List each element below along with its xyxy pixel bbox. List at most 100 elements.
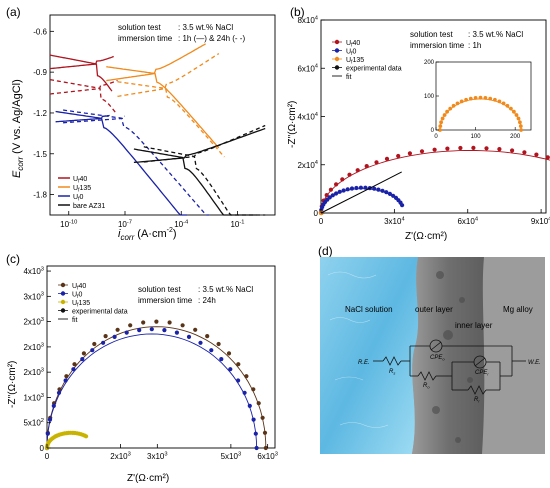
data-point	[522, 150, 527, 155]
data-point	[115, 327, 120, 332]
data-point	[244, 374, 249, 379]
polarization-curve-4	[55, 110, 187, 216]
legend-label: Uf135	[72, 300, 90, 309]
data-point	[387, 191, 392, 196]
data-point	[219, 357, 224, 362]
panel-a-y-tick-label: -1.8	[33, 191, 47, 200]
data-point	[162, 328, 167, 333]
legend-label: experimental data	[72, 309, 128, 316]
data-point	[432, 147, 437, 152]
data-point	[483, 96, 488, 100]
data-point	[519, 128, 523, 132]
panel-b-info-key-1: solution test	[410, 30, 453, 39]
data-point	[516, 116, 521, 121]
data-point	[251, 417, 256, 422]
panel-b-x-ticks: 0 3x104 6x104 9x104	[319, 209, 550, 226]
panel-a-y-tick-label: -0.6	[33, 27, 47, 36]
panel-a-x-tick-label: 10-1	[230, 219, 244, 229]
panel-b-x-tick-label: 6x104	[457, 216, 478, 226]
polarization-curve-0	[49, 54, 114, 92]
circuit-ro-label: Ro	[423, 383, 430, 390]
legend-swatch	[60, 299, 66, 305]
panel-b-label: (b)	[290, 5, 305, 19]
data-point	[103, 334, 108, 339]
panel-c-x-tick-label: 0	[45, 452, 50, 461]
data-point	[209, 348, 214, 353]
data-point	[501, 101, 506, 106]
data-point	[81, 351, 86, 356]
data-point	[72, 362, 77, 367]
data-point	[400, 203, 405, 208]
data-point	[236, 378, 241, 383]
data-point	[334, 191, 339, 196]
panel-c-y-tick-label: 2x103	[23, 368, 44, 378]
data-point	[330, 193, 335, 198]
data-point	[128, 323, 133, 328]
panel-c-y-tick-label: 2x103	[23, 342, 44, 352]
circuit-ri-label: Ri	[474, 397, 479, 404]
data-point	[438, 124, 443, 128]
data-point	[459, 99, 464, 104]
panel-c-y-tick-label: 3x103	[23, 292, 44, 302]
data-point	[260, 415, 265, 420]
legend-swatch	[60, 291, 66, 296]
data-point	[384, 156, 390, 161]
panel-b-y-tick-label: 4x104	[297, 112, 318, 122]
polarization-curve-7	[143, 124, 266, 216]
data-point	[327, 195, 332, 200]
panel-b-info-value-2: : 1h	[468, 41, 481, 50]
legend-label: Uf135	[73, 185, 91, 194]
data-point	[236, 362, 241, 367]
data-point	[505, 103, 510, 108]
data-point	[512, 109, 516, 114]
data-point	[101, 340, 106, 345]
panel-a-x-tick-label: 10-10	[60, 219, 77, 229]
polarization-curve-6	[133, 127, 266, 216]
panel-b: (b) 0 3x104 6x104 9x104 0 2x104 4x104 6x104 8x1…	[287, 5, 550, 242]
panel-b-y-ticks: 0 2x104 4x104 6x104 8x104	[297, 15, 325, 218]
data-point	[256, 401, 261, 406]
legend-swatch	[60, 282, 66, 288]
panel-c-y-tick-label: 0	[40, 444, 45, 453]
panel-a-x-tick-label: 10-7	[118, 219, 132, 229]
data-point	[64, 374, 69, 379]
panel-c-x-tick-label: 3x103	[147, 451, 168, 461]
data-point	[407, 151, 412, 156]
data-point	[84, 434, 89, 439]
data-point	[473, 96, 478, 100]
panel-a-y-tick-label: -1.5	[33, 150, 47, 159]
data-point	[380, 188, 385, 193]
inset-y-tick-label: 200	[424, 60, 435, 66]
data-point	[478, 95, 483, 100]
data-point	[518, 120, 522, 125]
circuit-rs-label: Rs	[389, 369, 395, 376]
inner-layer-label: inner layer	[455, 321, 493, 330]
panel-b-info-value-1: : 3.5 wt.% NaCl	[468, 30, 523, 39]
data-point	[419, 149, 425, 154]
panel-d: (d) NaCl solution outer layer inner laye…	[318, 244, 545, 454]
panel-b-x-tick-label: 3x104	[384, 216, 405, 226]
data-point	[471, 145, 476, 150]
legend-label: Uf40	[73, 176, 87, 185]
panel-a-y-tick-label: -1.2	[33, 109, 47, 118]
data-point	[334, 182, 339, 187]
data-point	[263, 445, 268, 451]
legend-swatch	[334, 65, 340, 70]
fit-line-0	[46, 326, 267, 449]
data-point	[328, 187, 333, 192]
data-point	[440, 116, 445, 121]
panel-a-info-value-2: : 1h (—) & 24h (- -)	[178, 34, 245, 43]
panel-a: (a) 10-10 10-7 10-4 10-1 -0.6 -0.9 -1.2 -1.5 -1…	[6, 5, 276, 242]
data-point	[438, 128, 442, 132]
data-point	[198, 340, 203, 345]
panel-c-ylabel: -Z''(Ω·cm²)	[7, 361, 18, 408]
panel-c: (c) 0 2x103 3x103 5x103 6x103 0 5x102 1x103 2x1…	[6, 252, 278, 484]
legend-swatch	[334, 56, 340, 62]
panel-c-y-tick-label: 4x103	[23, 266, 44, 276]
data-point	[341, 188, 346, 193]
panel-b-y-tick-label: 0	[314, 209, 319, 218]
panel-a-label: (a)	[6, 5, 21, 19]
panel-a-y-tick-label: -0.9	[33, 68, 47, 77]
data-point	[448, 106, 453, 111]
